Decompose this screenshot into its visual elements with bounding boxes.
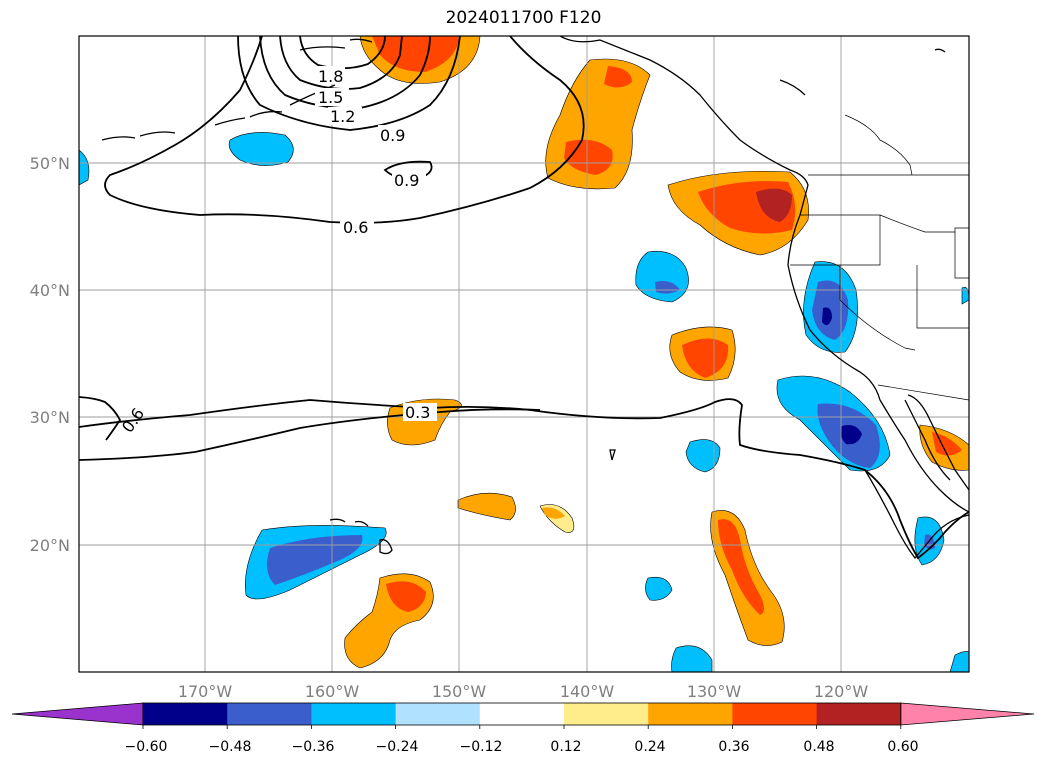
chart-title: 2024011700 F120 [445, 8, 602, 28]
negative-anomaly-region [645, 576, 673, 601]
contour-label: 1.5 [318, 88, 343, 107]
colorbar-frame [142, 702, 902, 726]
colorbar-segment [648, 703, 733, 725]
lat-label: 20°N [30, 536, 70, 555]
colorbar-tick-label: 0.36 [718, 739, 749, 755]
shaded-anomalies [79, 36, 969, 672]
lat-label: 50°N [30, 154, 70, 173]
colorbar-segment [395, 703, 481, 725]
colorbar-tick-label: −0.60 [125, 739, 168, 755]
lon-label: 160°W [305, 682, 360, 701]
negative-anomaly-region [228, 132, 294, 166]
lat-label: 40°N [30, 281, 70, 300]
colorbar-tick-label: 0.12 [550, 739, 581, 755]
lon-label: 170°W [178, 682, 233, 701]
lon-label: 140°W [560, 682, 615, 701]
colorbar-segment [143, 703, 228, 725]
map-plot-area: 1.8 1.5 1.2 0.9 0.9 0.6 0.3 0.6 [79, 36, 969, 672]
contour-label: 1.2 [330, 107, 355, 126]
colorbar-extend-low [11, 702, 144, 726]
contour-label: 0.9 [380, 126, 405, 145]
contour-labels: 1.8 1.5 1.2 0.9 0.9 0.6 0.3 0.6 [118, 66, 437, 436]
negative-anomaly-region [685, 439, 721, 473]
longitude-labels: 170°W 160°W 150°W 140°W 130°W 120°W [178, 682, 869, 701]
colorbar-segment [479, 703, 565, 725]
colorbar-tick-label: 0.24 [634, 739, 665, 755]
colorbar-segment [732, 703, 818, 725]
colorbar-tick-label: −0.12 [460, 739, 503, 755]
colorbar-tick-label: 0.48 [803, 739, 834, 755]
gridlines [79, 36, 969, 672]
coastlines [101, 36, 969, 560]
colorbar: −0.60 −0.48 −0.36 −0.24 −0.12 0.12 0.24 … [11, 702, 1035, 755]
colorbar-tick-label: −0.36 [292, 739, 335, 755]
lon-label: 120°W [814, 682, 869, 701]
colorbar-segment [227, 703, 312, 725]
colorbar-tick-label: −0.24 [376, 739, 419, 755]
lon-label: 130°W [687, 682, 742, 701]
contour-label: 1.8 [318, 67, 343, 86]
contour-label: 0.6 [343, 218, 368, 237]
colorbar-segment [564, 703, 649, 725]
colorbar-extend-high [900, 702, 1035, 726]
positive-anomaly-region [457, 492, 516, 521]
negative-anomaly-region [671, 645, 713, 672]
map-frame [78, 35, 970, 673]
lon-label: 150°W [432, 682, 487, 701]
contour-label: 0.9 [394, 171, 419, 190]
colorbar-segment [816, 703, 902, 725]
colorbar-segment [311, 703, 397, 725]
lat-label: 30°N [30, 408, 70, 427]
latitude-labels: 50°N 40°N 30°N 20°N [30, 154, 70, 555]
contour-lines [79, 36, 969, 560]
colorbar-tick-label: −0.48 [209, 739, 252, 755]
political-borders [790, 114, 969, 401]
contour-label: 0.3 [405, 403, 430, 422]
colorbar-tick-label: 0.60 [887, 739, 918, 755]
